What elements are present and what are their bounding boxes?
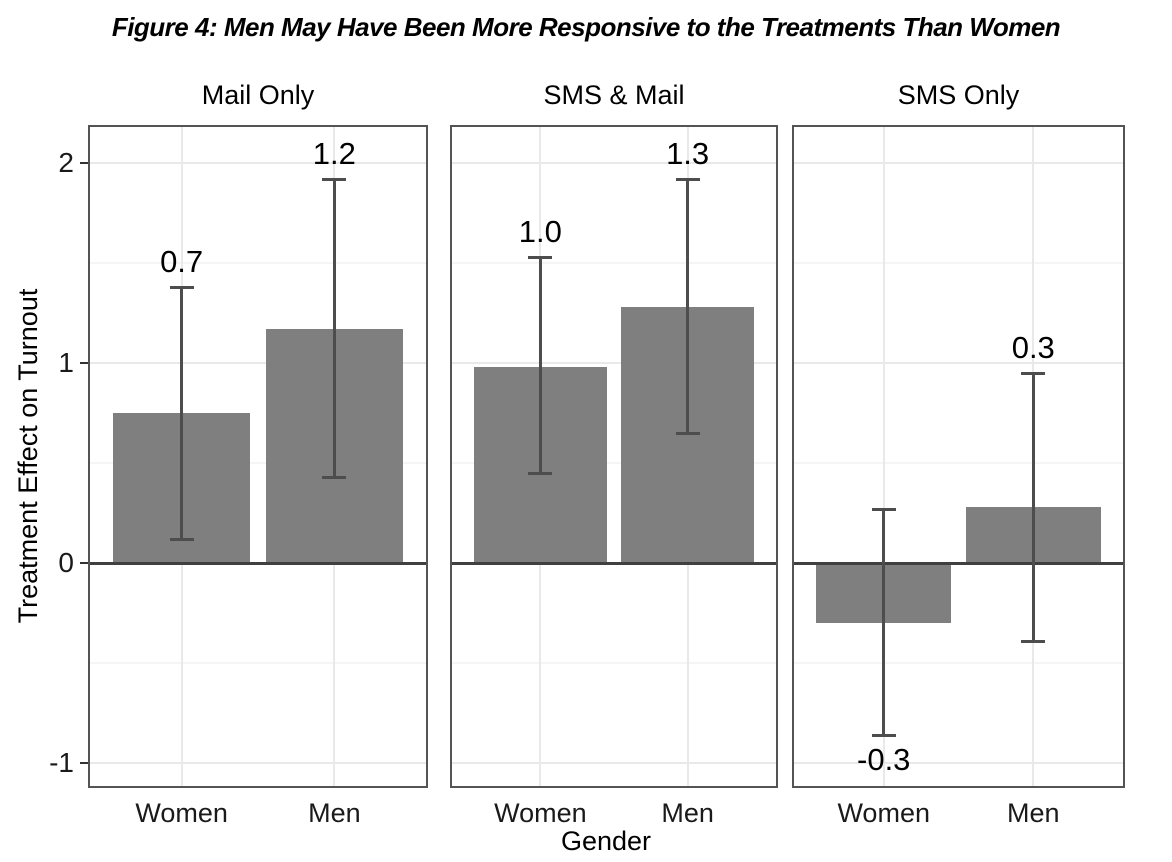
y-tick-label: 2 — [58, 147, 74, 178]
y-tick-mark — [80, 362, 88, 364]
gridline-minor — [452, 262, 776, 264]
bar-value-label: 0.3 — [1011, 330, 1055, 365]
y-tick-label: -1 — [49, 747, 74, 778]
y-axis-title: Treatment Effect on Turnout — [13, 288, 43, 624]
bar-value-label: 0.7 — [160, 244, 204, 279]
error-bar-cap — [528, 255, 553, 259]
y-tick-label: 0 — [58, 547, 74, 578]
gridline-minor — [794, 662, 1123, 664]
x-category-label: Women — [135, 798, 228, 828]
y-tick-mark — [80, 762, 88, 764]
error-bar-line — [686, 179, 690, 433]
error-bar-line — [1031, 373, 1035, 641]
gridline-minor — [452, 662, 776, 664]
gridline-major — [794, 762, 1123, 764]
gridline-vertical — [882, 127, 885, 786]
gridline-major — [794, 362, 1123, 364]
gridline-major — [90, 762, 426, 764]
error-bar-cap — [675, 431, 700, 435]
figure-title: Figure 4: Men May Have Been More Respons… — [111, 12, 1061, 42]
error-bar-cap — [1021, 371, 1046, 375]
bar-value-label: 1.2 — [312, 136, 356, 171]
error-bar-cap — [1021, 639, 1046, 643]
gridline-minor — [90, 262, 426, 264]
bar-value-label: -0.3 — [857, 742, 911, 777]
error-bar-cap — [528, 471, 553, 475]
gridline-minor — [90, 462, 426, 464]
facet-header: Mail Only — [201, 80, 315, 110]
chart-panel: 1.0 1.3 — [450, 125, 778, 788]
gridline-minor — [794, 262, 1123, 264]
error-bar-cap — [322, 177, 347, 181]
bar-value-label: 1.3 — [666, 136, 710, 171]
gridline-major — [90, 362, 426, 364]
zero-line — [794, 561, 1123, 565]
x-axis-title: Gender — [560, 826, 652, 856]
gridline-major — [452, 162, 776, 164]
error-bar-cap — [169, 537, 194, 541]
facet-header: SMS & Mail — [543, 80, 685, 110]
y-tick-mark — [80, 562, 88, 564]
gridline-major — [794, 162, 1123, 164]
error-bar-cap — [675, 177, 700, 181]
facet-header: SMS Only — [897, 80, 1020, 110]
x-category-label: Women — [494, 798, 587, 828]
error-bar-cap — [871, 507, 896, 511]
x-category-label: Women — [837, 798, 930, 828]
zero-line — [90, 561, 426, 565]
y-tick-mark — [80, 162, 88, 164]
gridline-major — [452, 362, 776, 364]
zero-line — [452, 561, 776, 565]
error-bar-line — [882, 509, 886, 735]
chart-panel: 0.7 1.2 — [88, 125, 428, 788]
gridline-major — [90, 162, 426, 164]
gridline-minor — [452, 462, 776, 464]
error-bar-cap — [169, 285, 194, 289]
chart-panel: -0.3 0.3 — [792, 125, 1125, 788]
bar-value-label: 1.0 — [518, 214, 562, 249]
x-category-label: Men — [1007, 798, 1060, 828]
y-tick-label: 1 — [58, 347, 74, 378]
gridline-minor — [90, 662, 426, 664]
x-category-label: Men — [308, 798, 361, 828]
gridline-minor — [794, 462, 1123, 464]
error-bar-line — [180, 287, 184, 539]
error-bar-cap — [871, 733, 896, 737]
x-category-label: Men — [661, 798, 714, 828]
gridline-major — [452, 762, 776, 764]
error-bar-line — [538, 257, 542, 473]
error-bar-line — [332, 179, 336, 477]
error-bar-cap — [322, 475, 347, 479]
